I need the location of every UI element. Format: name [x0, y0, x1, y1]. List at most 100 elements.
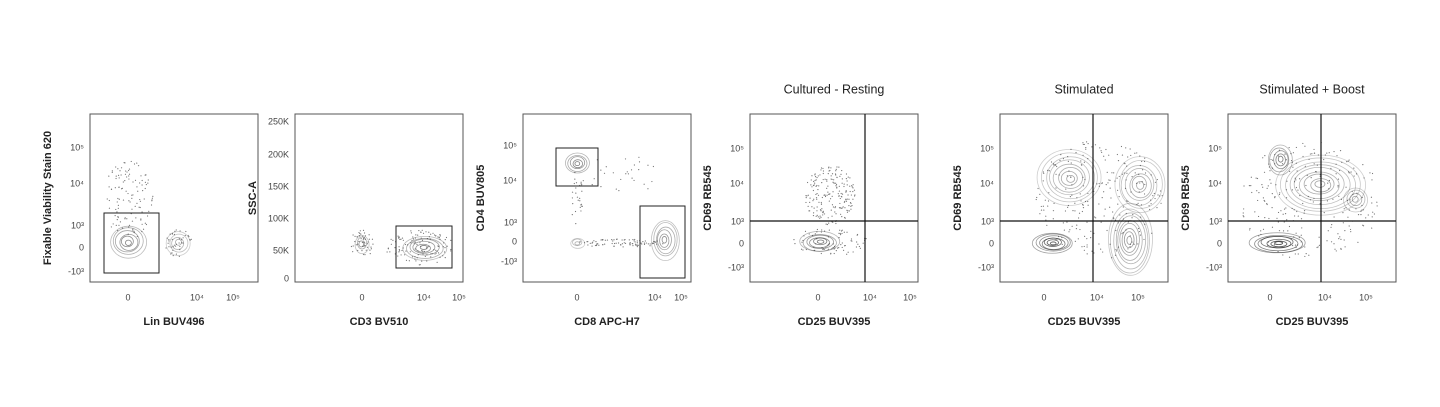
event-dot [816, 192, 818, 195]
event-dot [634, 238, 636, 241]
x-tick-label: 10⁵ [226, 292, 240, 302]
contour [574, 241, 581, 246]
event-dot [807, 205, 809, 208]
contour [816, 239, 825, 244]
event-dot [571, 197, 573, 199]
event-dot [836, 176, 838, 179]
event-dot [1082, 185, 1085, 187]
event-dot [1085, 146, 1087, 149]
event-dot [838, 195, 840, 197]
y-tick-label: 100K [268, 213, 289, 223]
event-dot [1067, 204, 1070, 207]
event-dot [632, 245, 634, 247]
event-dot [823, 230, 826, 232]
event-dot [124, 217, 126, 219]
event-dot [838, 232, 840, 234]
event-dot [1348, 159, 1350, 161]
event-dot [827, 248, 829, 250]
event-dot [132, 228, 134, 230]
event-dot [1154, 181, 1157, 183]
event-dot [169, 233, 171, 235]
event-dot [1266, 187, 1268, 189]
event-dot [1327, 182, 1329, 184]
contour [110, 225, 148, 259]
event-dot [1140, 204, 1143, 206]
event-dot [1137, 202, 1139, 204]
event-dot [361, 241, 363, 244]
event-dot [1288, 146, 1290, 149]
event-dot [637, 244, 639, 246]
y-tick-label: 10⁵ [70, 142, 84, 152]
contour [1041, 152, 1098, 203]
event-dot [1139, 234, 1142, 236]
x-axis-label: CD8 APC-H7 [574, 316, 640, 328]
event-dot [632, 238, 634, 241]
event-dot [421, 260, 423, 262]
event-dot [843, 183, 845, 185]
event-dot [593, 178, 595, 180]
event-dot [1268, 217, 1270, 220]
event-dot [815, 185, 817, 187]
event-dot [178, 238, 180, 240]
event-dot [806, 195, 808, 197]
event-dot [636, 246, 638, 248]
event-dot [1291, 189, 1293, 191]
event-dot [1333, 216, 1335, 218]
event-dot [1319, 203, 1321, 205]
event-dot [579, 200, 581, 202]
event-dot [1293, 209, 1295, 211]
event-dot [576, 196, 579, 198]
event-dot [1298, 237, 1300, 239]
event-dot [143, 198, 145, 200]
event-dot [1084, 178, 1086, 181]
event-dot [1286, 180, 1288, 182]
event-dot [1291, 207, 1293, 210]
event-dot [1333, 243, 1335, 245]
event-dot [580, 183, 582, 185]
contour [415, 243, 431, 253]
event-dot [846, 184, 848, 186]
event-dot [1066, 221, 1068, 223]
event-dot [1046, 224, 1048, 226]
event-dot [581, 184, 583, 186]
event-dot [1338, 195, 1340, 197]
event-dot [173, 244, 175, 246]
event-dot [1316, 164, 1318, 166]
event-dot [849, 190, 851, 193]
event-dot [587, 241, 589, 243]
event-dot [1122, 206, 1124, 208]
event-dot [1298, 178, 1301, 180]
event-dot [843, 231, 845, 233]
event-dot [1282, 230, 1285, 232]
event-dot [366, 243, 369, 245]
event-dot [131, 194, 133, 196]
event-dot [172, 249, 174, 251]
event-dot [836, 186, 838, 188]
event-dot [1243, 208, 1245, 210]
event-dot [841, 242, 843, 244]
event-dot [1330, 226, 1332, 228]
event-dot [415, 234, 417, 236]
event-dot [1069, 229, 1071, 231]
event-dot [1299, 194, 1301, 197]
event-dot [1286, 219, 1288, 221]
event-dot [1045, 219, 1047, 221]
event-dot [1303, 212, 1305, 214]
event-dot [1159, 190, 1162, 192]
event-dot [1094, 216, 1096, 218]
contour [354, 235, 370, 255]
event-dot [837, 247, 839, 249]
event-dot [817, 216, 819, 218]
event-dot [811, 186, 813, 188]
event-dot [362, 253, 365, 256]
event-dot [822, 210, 824, 212]
event-dot [826, 180, 828, 182]
event-dot [1044, 199, 1046, 201]
event-dot [846, 231, 848, 233]
event-dot [1348, 209, 1350, 211]
contour [112, 227, 144, 255]
event-dot [1344, 246, 1346, 248]
event-dot [827, 185, 829, 187]
event-dot [1297, 215, 1299, 217]
contour [572, 238, 583, 247]
